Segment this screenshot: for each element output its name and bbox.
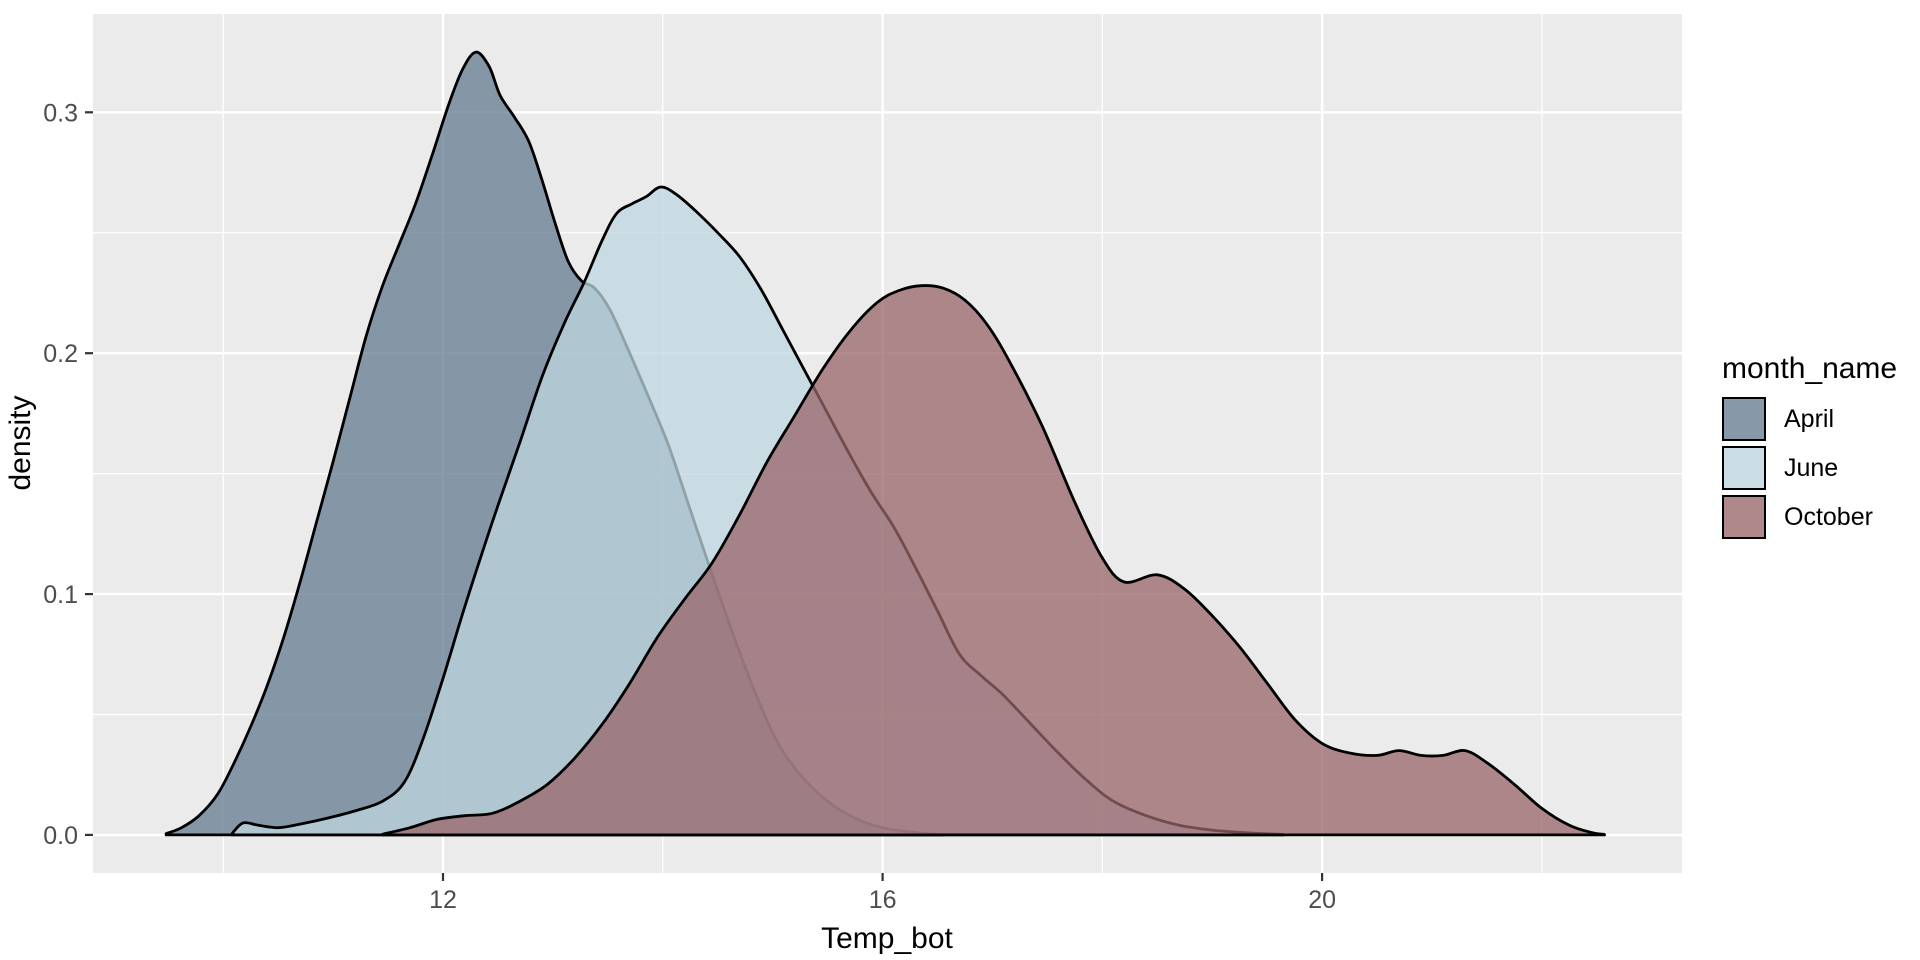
x-tick-label: 12 [429, 886, 457, 914]
y-tick-label: 0.0 [43, 822, 78, 850]
y-axis-title: density [4, 395, 37, 490]
density-outline-october [381, 284, 1606, 837]
y-tick-label: 0.3 [43, 99, 78, 127]
axis-layer: 12 16 20 0.0 0.1 0.2 0.3 [43, 99, 1336, 914]
legend-row-april: April [1722, 397, 1897, 441]
x-tick-label: 20 [1308, 886, 1336, 914]
legend-title: month_name [1722, 352, 1898, 385]
density-area-october [382, 285, 1605, 835]
legend: month_name April June October [1722, 352, 1897, 544]
legend-label-june: June [1784, 453, 1839, 482]
legend-swatch-fill [1724, 448, 1764, 488]
y-tick-label: 0.1 [43, 581, 78, 609]
legend-items: April June October [1722, 397, 1897, 539]
legend-swatch-fill [1724, 497, 1764, 537]
x-tick-label: 16 [869, 886, 897, 914]
legend-label-april: April [1784, 404, 1835, 433]
legend-swatch-fill [1724, 399, 1764, 439]
legend-row-june: June [1722, 446, 1897, 490]
legend-row-october: October [1722, 495, 1897, 539]
legend-swatch-october [1722, 495, 1766, 539]
legend-swatch-april [1722, 397, 1766, 441]
density-series-layer [164, 50, 1606, 837]
x-axis-title: Temp_bot [821, 922, 953, 955]
legend-swatch-june [1722, 446, 1766, 490]
y-tick-label: 0.2 [43, 340, 78, 368]
legend-label-october: October [1784, 502, 1873, 531]
